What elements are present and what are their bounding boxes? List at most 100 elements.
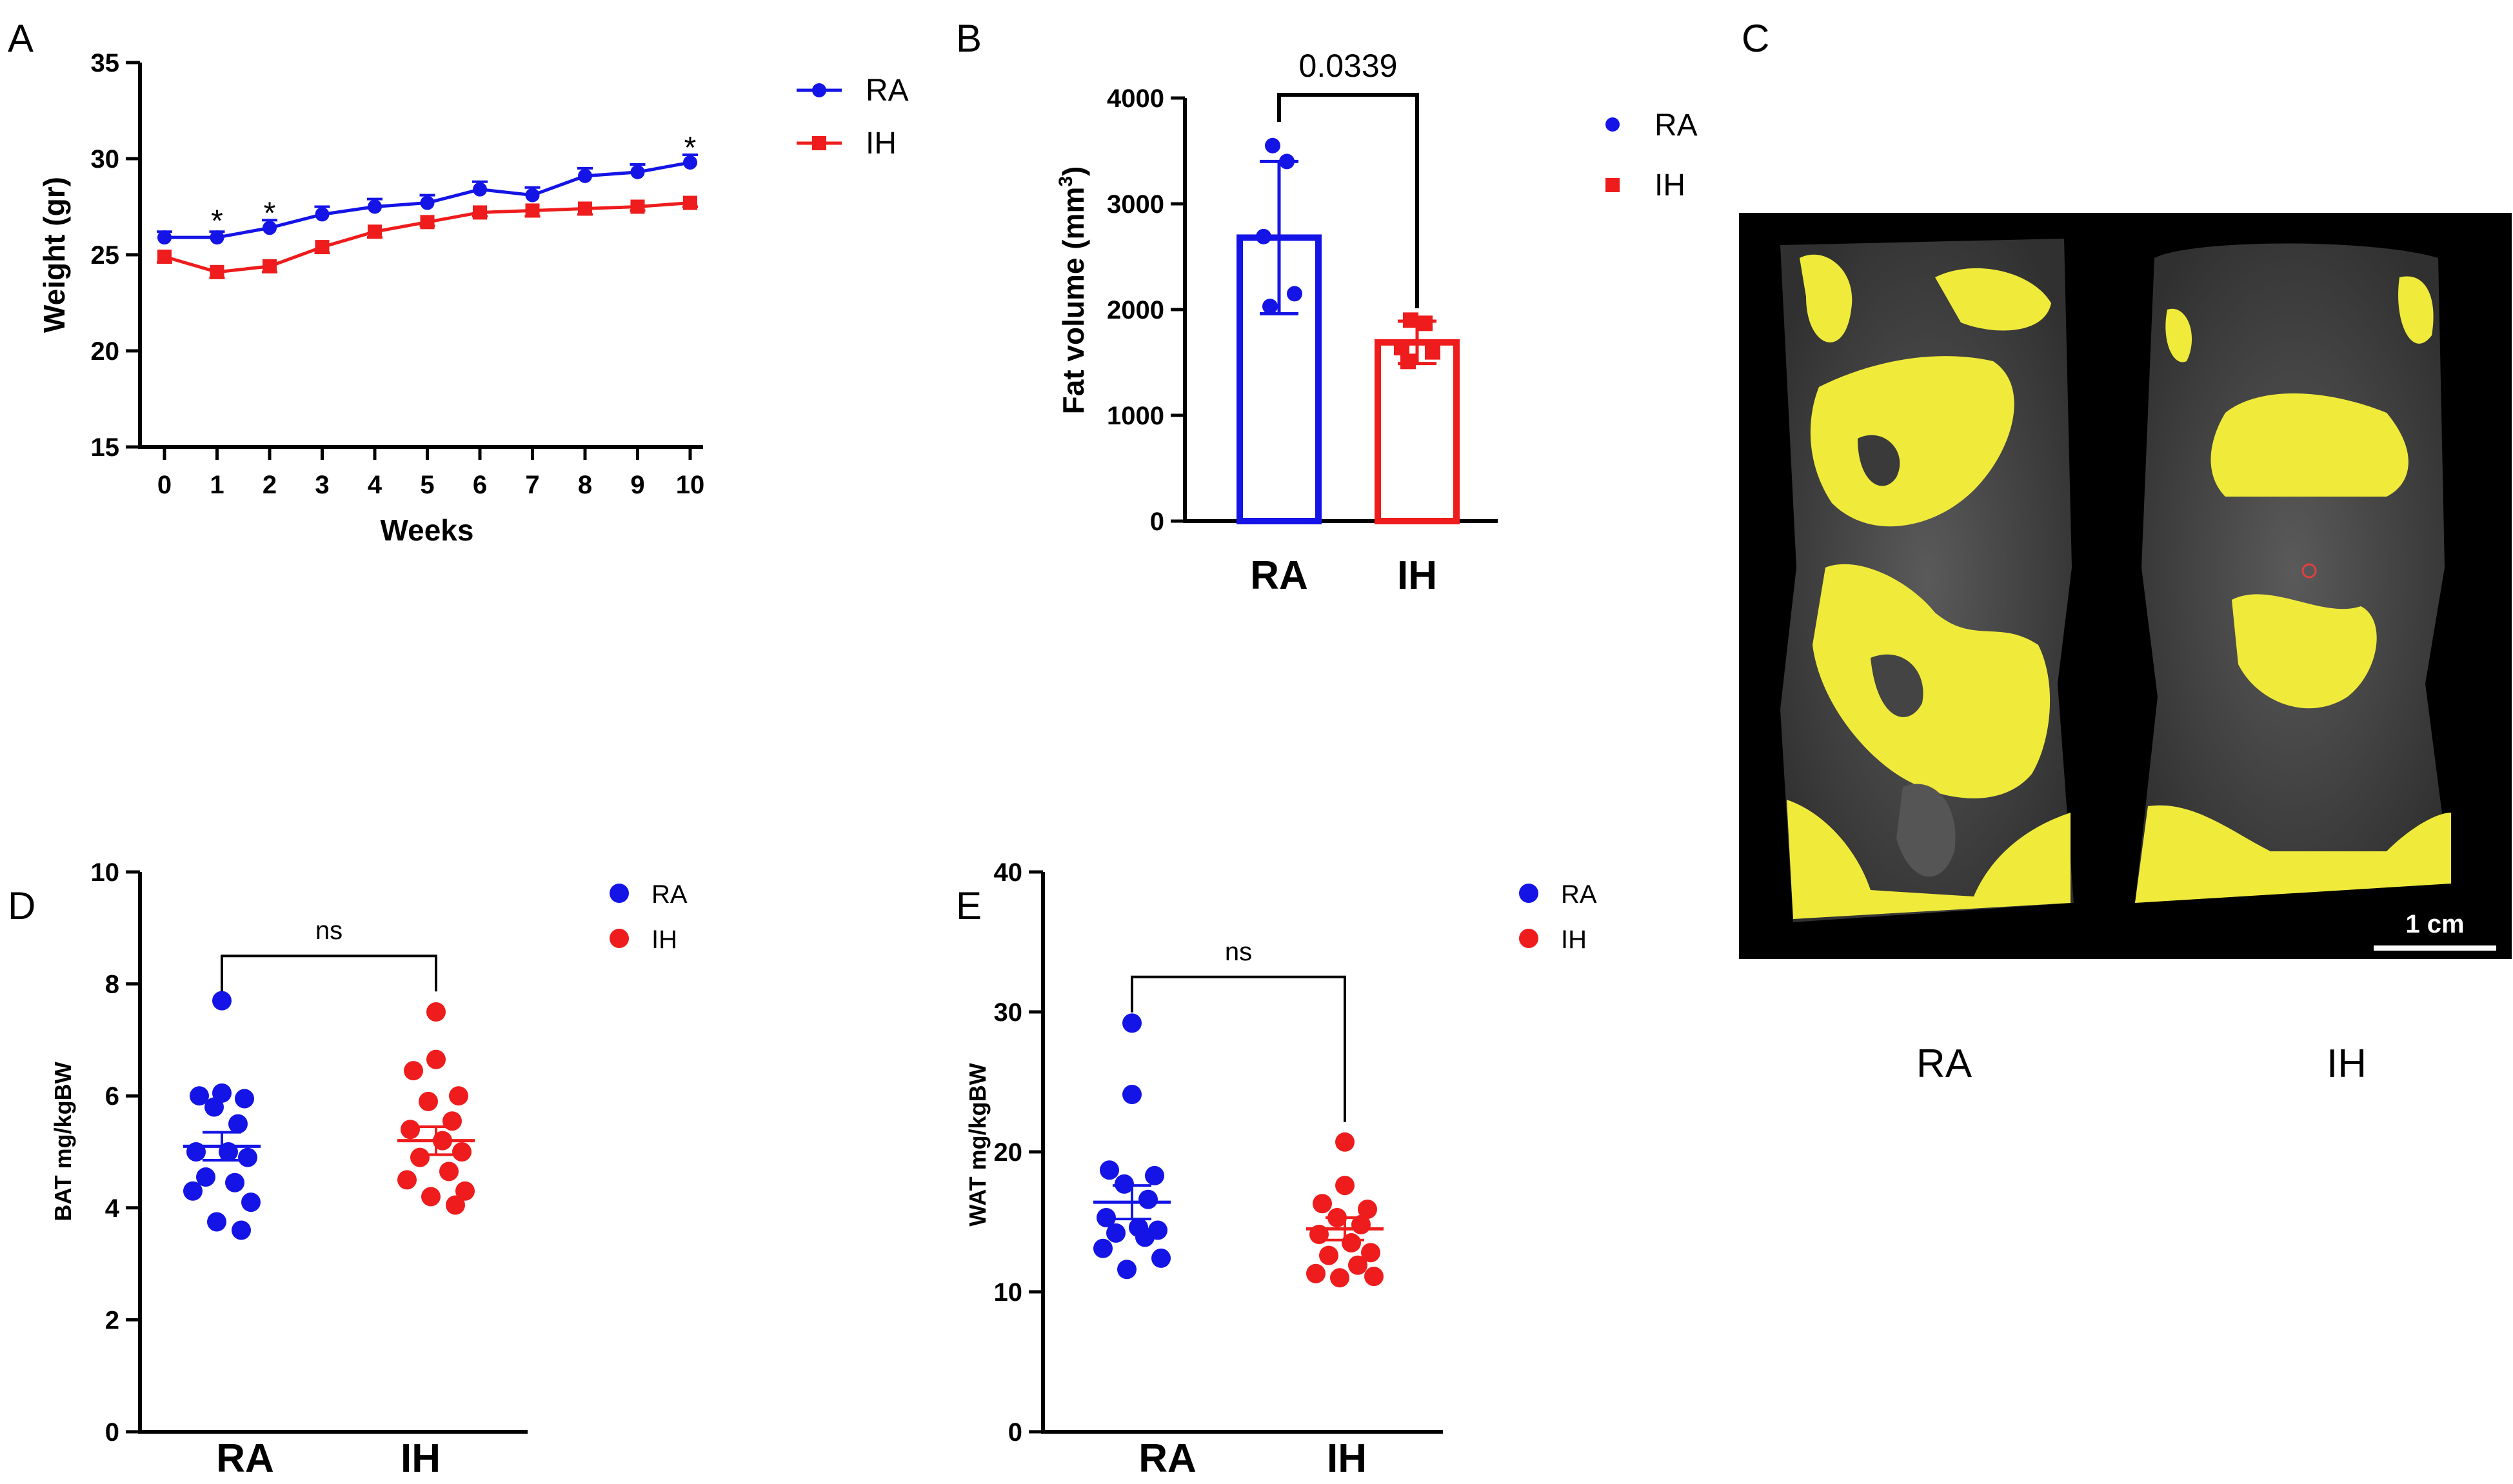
panel-d-legend-ra-marker <box>610 884 629 903</box>
panel-e-category-ra: RA <box>1138 1436 1197 1481</box>
panel-b-point-ih <box>1394 340 1409 356</box>
scan-marker <box>2301 563 2317 579</box>
panel-b-point-ra <box>1256 228 1271 244</box>
panel-a-point-ra <box>263 221 277 235</box>
panel-a-ytick-label: 20 <box>91 337 120 366</box>
panel-a-xtick-label: 9 <box>630 471 644 499</box>
panel-d-point-ih <box>426 1002 446 1022</box>
panel-a-point-ih <box>525 203 540 218</box>
panel-a-weight-chart: 15 20 25 30 35 0 1 2 3 4 5 6 7 8 9 10 * * * Weeks Weight… <box>37 49 909 547</box>
panel-d-point-ih <box>397 1170 417 1190</box>
panel-e-point-ih <box>1330 1268 1349 1288</box>
panel-e-point-ih <box>1358 1199 1377 1219</box>
scan-fat-ih <box>2232 594 2377 709</box>
panel-a-legend-ra-label: RA <box>866 74 909 108</box>
panel-e-legend-ih-label: IH <box>1561 925 1587 954</box>
panel-e-point-ra <box>1138 1189 1158 1209</box>
panel-b-legend-ih-marker <box>1605 178 1620 192</box>
panel-d-point-ra <box>228 1114 248 1134</box>
panel-a-point-ra <box>315 207 330 222</box>
panel-a-point-ra <box>578 168 592 183</box>
scan-caption-ih: IH <box>2327 1042 2367 1086</box>
panel-d-point-ih <box>401 1120 420 1140</box>
panel-a-xtick-label: 6 <box>473 471 487 499</box>
panel-a-point-ih <box>420 215 435 230</box>
panel-d-point-ra <box>212 991 232 1011</box>
panel-d-point-ra <box>196 1167 215 1187</box>
panel-a-xtick-label: 10 <box>676 471 705 499</box>
panel-a-xtick-label: 0 <box>157 471 172 499</box>
panel-a-point-ih <box>157 249 172 264</box>
panel-e-point-ra <box>1135 1227 1155 1247</box>
panel-a-legend-ih-marker <box>812 136 826 150</box>
panel-d-point-ra <box>225 1172 244 1192</box>
panel-b-category-ih: IH <box>1397 553 1437 598</box>
panel-d-ytick-label: 10 <box>91 858 120 887</box>
panel-e-point-ra <box>1093 1238 1113 1258</box>
panel-b-fat-volume-chart: 0 1000 2000 3000 4000 0.0339 RA IH Fat volum… <box>1055 48 1698 598</box>
panel-e-point-ra <box>1100 1160 1119 1180</box>
panel-a-line-ih <box>164 201 691 274</box>
panel-a-point-ih <box>263 259 277 273</box>
scan-fat-ra-void <box>1871 654 1923 717</box>
panel-b-point-ra <box>1287 286 1302 302</box>
panel-d-point-ra <box>207 1212 226 1232</box>
panel-b-point-ih <box>1400 353 1416 370</box>
panel-b-ytick-label: 0 <box>1150 508 1164 536</box>
panel-a-point-ra <box>630 164 645 179</box>
scan-fat-ra <box>1800 254 1852 342</box>
panel-a-xtick-label: 2 <box>263 471 277 499</box>
panel-a-ytick-label: 25 <box>91 241 120 270</box>
panel-a-significance-star: * <box>211 204 223 238</box>
panel-d-point-ih <box>419 1091 438 1111</box>
panel-letter-e: E <box>956 884 982 927</box>
panel-b-legend-ih-label: IH <box>1654 168 1685 203</box>
panel-a-legend-ih-label: IH <box>866 126 897 161</box>
panel-a-point-ih <box>315 240 330 255</box>
panel-b-significance-bracket <box>1277 93 1419 309</box>
panel-d-legend-ih-label: IH <box>651 925 677 954</box>
scan-fat-ra <box>1935 268 2051 331</box>
panel-b-point-ih <box>1403 312 1418 328</box>
panel-letter-c: C <box>1742 17 1769 60</box>
panel-b-bar-ih <box>1375 339 1460 525</box>
panel-e-point-ih <box>1306 1263 1326 1283</box>
panel-d-point-ih <box>421 1187 441 1207</box>
panel-b-ylabel-sup: 3 <box>1055 176 1077 187</box>
panel-a-axes <box>138 63 703 449</box>
panel-e-legend-ih-marker <box>1519 929 1538 948</box>
panel-d-point-ih <box>426 1049 446 1069</box>
panel-b-category-ra: RA <box>1250 553 1308 598</box>
panel-a-xtick-label: 7 <box>525 471 539 499</box>
panel-e-ytick-label: 20 <box>994 1138 1023 1167</box>
scan-fat-ih <box>2210 393 2409 497</box>
panel-b-point-ra <box>1279 153 1295 170</box>
panel-b-axes <box>1183 98 1498 523</box>
panel-e-point-ih <box>1364 1267 1384 1287</box>
panel-e-point-ih <box>1319 1245 1338 1265</box>
panel-d-point-ih <box>439 1162 459 1182</box>
panel-d-legend-ih-marker <box>610 929 629 948</box>
scan-fat-ih <box>2135 805 2451 903</box>
panel-d-point-ra <box>190 1086 209 1106</box>
panel-d-point-ih <box>452 1142 472 1162</box>
panel-b-ytick-label: 4000 <box>1107 84 1164 113</box>
panel-b-point-ra <box>1262 299 1278 315</box>
panel-a-point-ra <box>157 230 172 245</box>
panel-e-point-ra <box>1117 1260 1137 1280</box>
panel-d-legend-ra-label: RA <box>651 880 688 909</box>
panel-e-point-ra <box>1115 1174 1134 1194</box>
panel-d-point-ih <box>446 1195 465 1215</box>
panel-d-ytick-label: 2 <box>105 1306 119 1334</box>
panel-a-xlabel: Weeks <box>381 513 474 547</box>
panel-a-xtick-label: 1 <box>210 471 224 499</box>
panel-d-ytick-label: 8 <box>105 971 119 999</box>
scan-fat-ra <box>1787 800 2071 919</box>
panel-a-ytick-label: 30 <box>91 145 120 173</box>
panel-a-significance-star: * <box>264 196 276 230</box>
panel-e-point-ih <box>1348 1255 1367 1275</box>
panel-a-point-ra <box>473 182 487 197</box>
panel-a-point-ra <box>210 230 224 245</box>
panel-d-ytick-label: 0 <box>105 1418 119 1447</box>
panel-a-significance-star: * <box>684 131 697 165</box>
